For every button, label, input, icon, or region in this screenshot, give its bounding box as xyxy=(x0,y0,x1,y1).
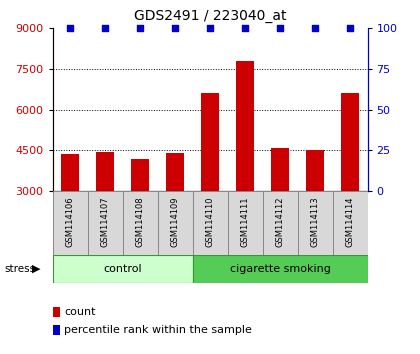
Bar xyxy=(96,152,114,191)
Bar xyxy=(192,255,368,283)
Point xyxy=(277,25,284,31)
Bar xyxy=(61,154,79,191)
Text: GSM114110: GSM114110 xyxy=(205,196,215,247)
Bar xyxy=(341,93,359,191)
Text: percentile rank within the sample: percentile rank within the sample xyxy=(64,325,252,335)
Text: GSM114108: GSM114108 xyxy=(136,196,144,247)
Text: GSM114113: GSM114113 xyxy=(310,196,320,247)
Text: GSM114111: GSM114111 xyxy=(241,196,249,247)
Text: count: count xyxy=(64,307,96,317)
Bar xyxy=(158,191,192,255)
Point xyxy=(136,25,143,31)
Bar xyxy=(228,191,262,255)
Bar xyxy=(271,148,289,191)
Bar xyxy=(166,153,184,191)
Bar xyxy=(297,191,333,255)
Point xyxy=(172,25,178,31)
Text: GSM114109: GSM114109 xyxy=(171,196,179,247)
Text: GSM114107: GSM114107 xyxy=(100,196,110,247)
Text: GDS2491 / 223040_at: GDS2491 / 223040_at xyxy=(134,9,286,23)
Text: GSM114112: GSM114112 xyxy=(276,196,284,247)
Point xyxy=(207,25,213,31)
Bar xyxy=(306,150,324,191)
Bar xyxy=(52,255,192,283)
Bar xyxy=(131,159,149,191)
Bar xyxy=(236,61,254,191)
Text: control: control xyxy=(103,264,142,274)
Text: stress: stress xyxy=(4,264,35,274)
Point xyxy=(346,25,353,31)
Text: GSM114114: GSM114114 xyxy=(346,196,354,247)
Bar xyxy=(123,191,158,255)
Bar xyxy=(192,191,228,255)
Bar xyxy=(201,93,219,191)
Text: GSM114106: GSM114106 xyxy=(66,196,74,247)
Bar xyxy=(87,191,123,255)
Bar xyxy=(333,191,368,255)
Point xyxy=(102,25,108,31)
Point xyxy=(67,25,74,31)
Text: cigarette smoking: cigarette smoking xyxy=(230,264,331,274)
Point xyxy=(241,25,248,31)
Text: ▶: ▶ xyxy=(32,264,40,274)
Bar xyxy=(262,191,297,255)
Bar xyxy=(52,191,87,255)
Point xyxy=(312,25,318,31)
